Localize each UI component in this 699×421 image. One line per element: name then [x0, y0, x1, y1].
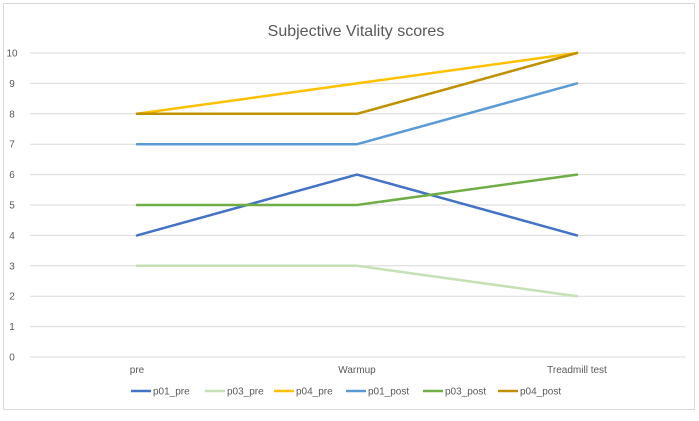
legend-item[interactable]: p04_post — [498, 387, 561, 398]
y-tick-label: 9 — [9, 79, 15, 90]
y-tick-label: 0 — [9, 353, 15, 364]
y-tick-label: 2 — [9, 292, 15, 303]
series-line-p03-pre — [135, 264, 579, 298]
legend-label: p01_pre — [153, 387, 190, 398]
series-line-p03-post — [135, 173, 579, 207]
series-lines — [135, 51, 579, 298]
chart-title: Subjective Vitality scores — [268, 23, 445, 40]
y-tick-label: 7 — [9, 140, 15, 151]
legend-item[interactable]: p03_post — [423, 387, 486, 398]
x-tick-label: Warmup — [338, 365, 376, 376]
legend-label: p04_post — [520, 387, 561, 398]
legend-label: p01_post — [368, 387, 409, 398]
y-tick-label: 5 — [9, 201, 15, 212]
x-tick-label: pre — [130, 365, 145, 376]
legend-label: p04_pre — [296, 387, 333, 398]
legend-label: p03_pre — [227, 387, 264, 398]
legend-item[interactable]: p04_pre — [274, 387, 333, 398]
y-tick-label: 10 — [6, 49, 18, 60]
y-tick-label: 1 — [9, 322, 15, 333]
y-tick-label: 6 — [9, 170, 15, 181]
y-tick-label: 3 — [9, 261, 15, 272]
legend: p01_pre p03_pre p04_pre p01_post p03_post p04… — [131, 387, 561, 398]
legend-item[interactable]: p01_post — [346, 387, 409, 398]
y-tick-label: 4 — [9, 231, 15, 242]
series-line-p04-pre — [135, 51, 579, 116]
legend-label: p03_post — [445, 387, 486, 398]
x-tick-label: Treadmill test — [547, 365, 607, 376]
x-axis-ticks: pre Warmup Treadmill test — [130, 365, 607, 376]
y-tick-label: 8 — [9, 109, 15, 120]
chart-frame — [3, 3, 695, 410]
series-line-p01-pre — [135, 173, 579, 237]
legend-item[interactable]: p01_pre — [131, 387, 190, 398]
series-line-p01-post — [135, 82, 579, 146]
y-axis-ticks: 0 1 2 3 4 5 6 7 8 9 10 — [6, 49, 18, 364]
legend-item[interactable]: p03_pre — [205, 387, 264, 398]
series-line-p04-post — [135, 51, 579, 116]
